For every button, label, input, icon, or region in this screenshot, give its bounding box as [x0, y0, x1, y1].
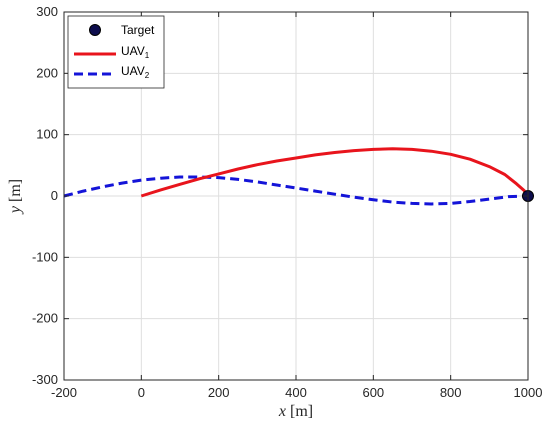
legend-target-marker [89, 24, 101, 36]
x-tick-label: 600 [362, 385, 384, 400]
series-line-uav2 [63, 175, 529, 206]
legend-box [67, 15, 165, 89]
y-tick-label: 300 [36, 4, 58, 19]
y-tick-label: -300 [32, 372, 58, 387]
x-axis-label: x [m] [278, 403, 313, 420]
x-tick-label: 0 [138, 385, 145, 400]
x-tick-label: 800 [440, 385, 462, 400]
series-layer [63, 147, 530, 206]
x-tick-label: 1000 [514, 385, 543, 400]
tick-labels: -200 0 200 400 600 800 1000-300-200-1000100200… [32, 4, 542, 400]
x-tick-label: 200 [208, 385, 230, 400]
series-line-uav1 [140, 147, 530, 198]
y-tick-label: -200 [32, 311, 58, 326]
y-tick-label: 100 [36, 127, 58, 142]
y-tick-label: 200 [36, 65, 58, 80]
legend-label-target: Target [121, 23, 155, 37]
legend-label-uav2: UAV2 [121, 64, 150, 80]
axis-ticks [63, 11, 529, 381]
legend-label-uav1: UAV1 [121, 44, 150, 60]
x-tick-label: -200 [51, 385, 77, 400]
legend: Target UAV1 UAV2 [67, 15, 165, 89]
y-tick-label: 0 [51, 188, 58, 203]
x-tick-label: 400 [285, 385, 307, 400]
y-tick-label: -100 [32, 249, 58, 264]
y-axis-label: y [m] [7, 179, 24, 215]
